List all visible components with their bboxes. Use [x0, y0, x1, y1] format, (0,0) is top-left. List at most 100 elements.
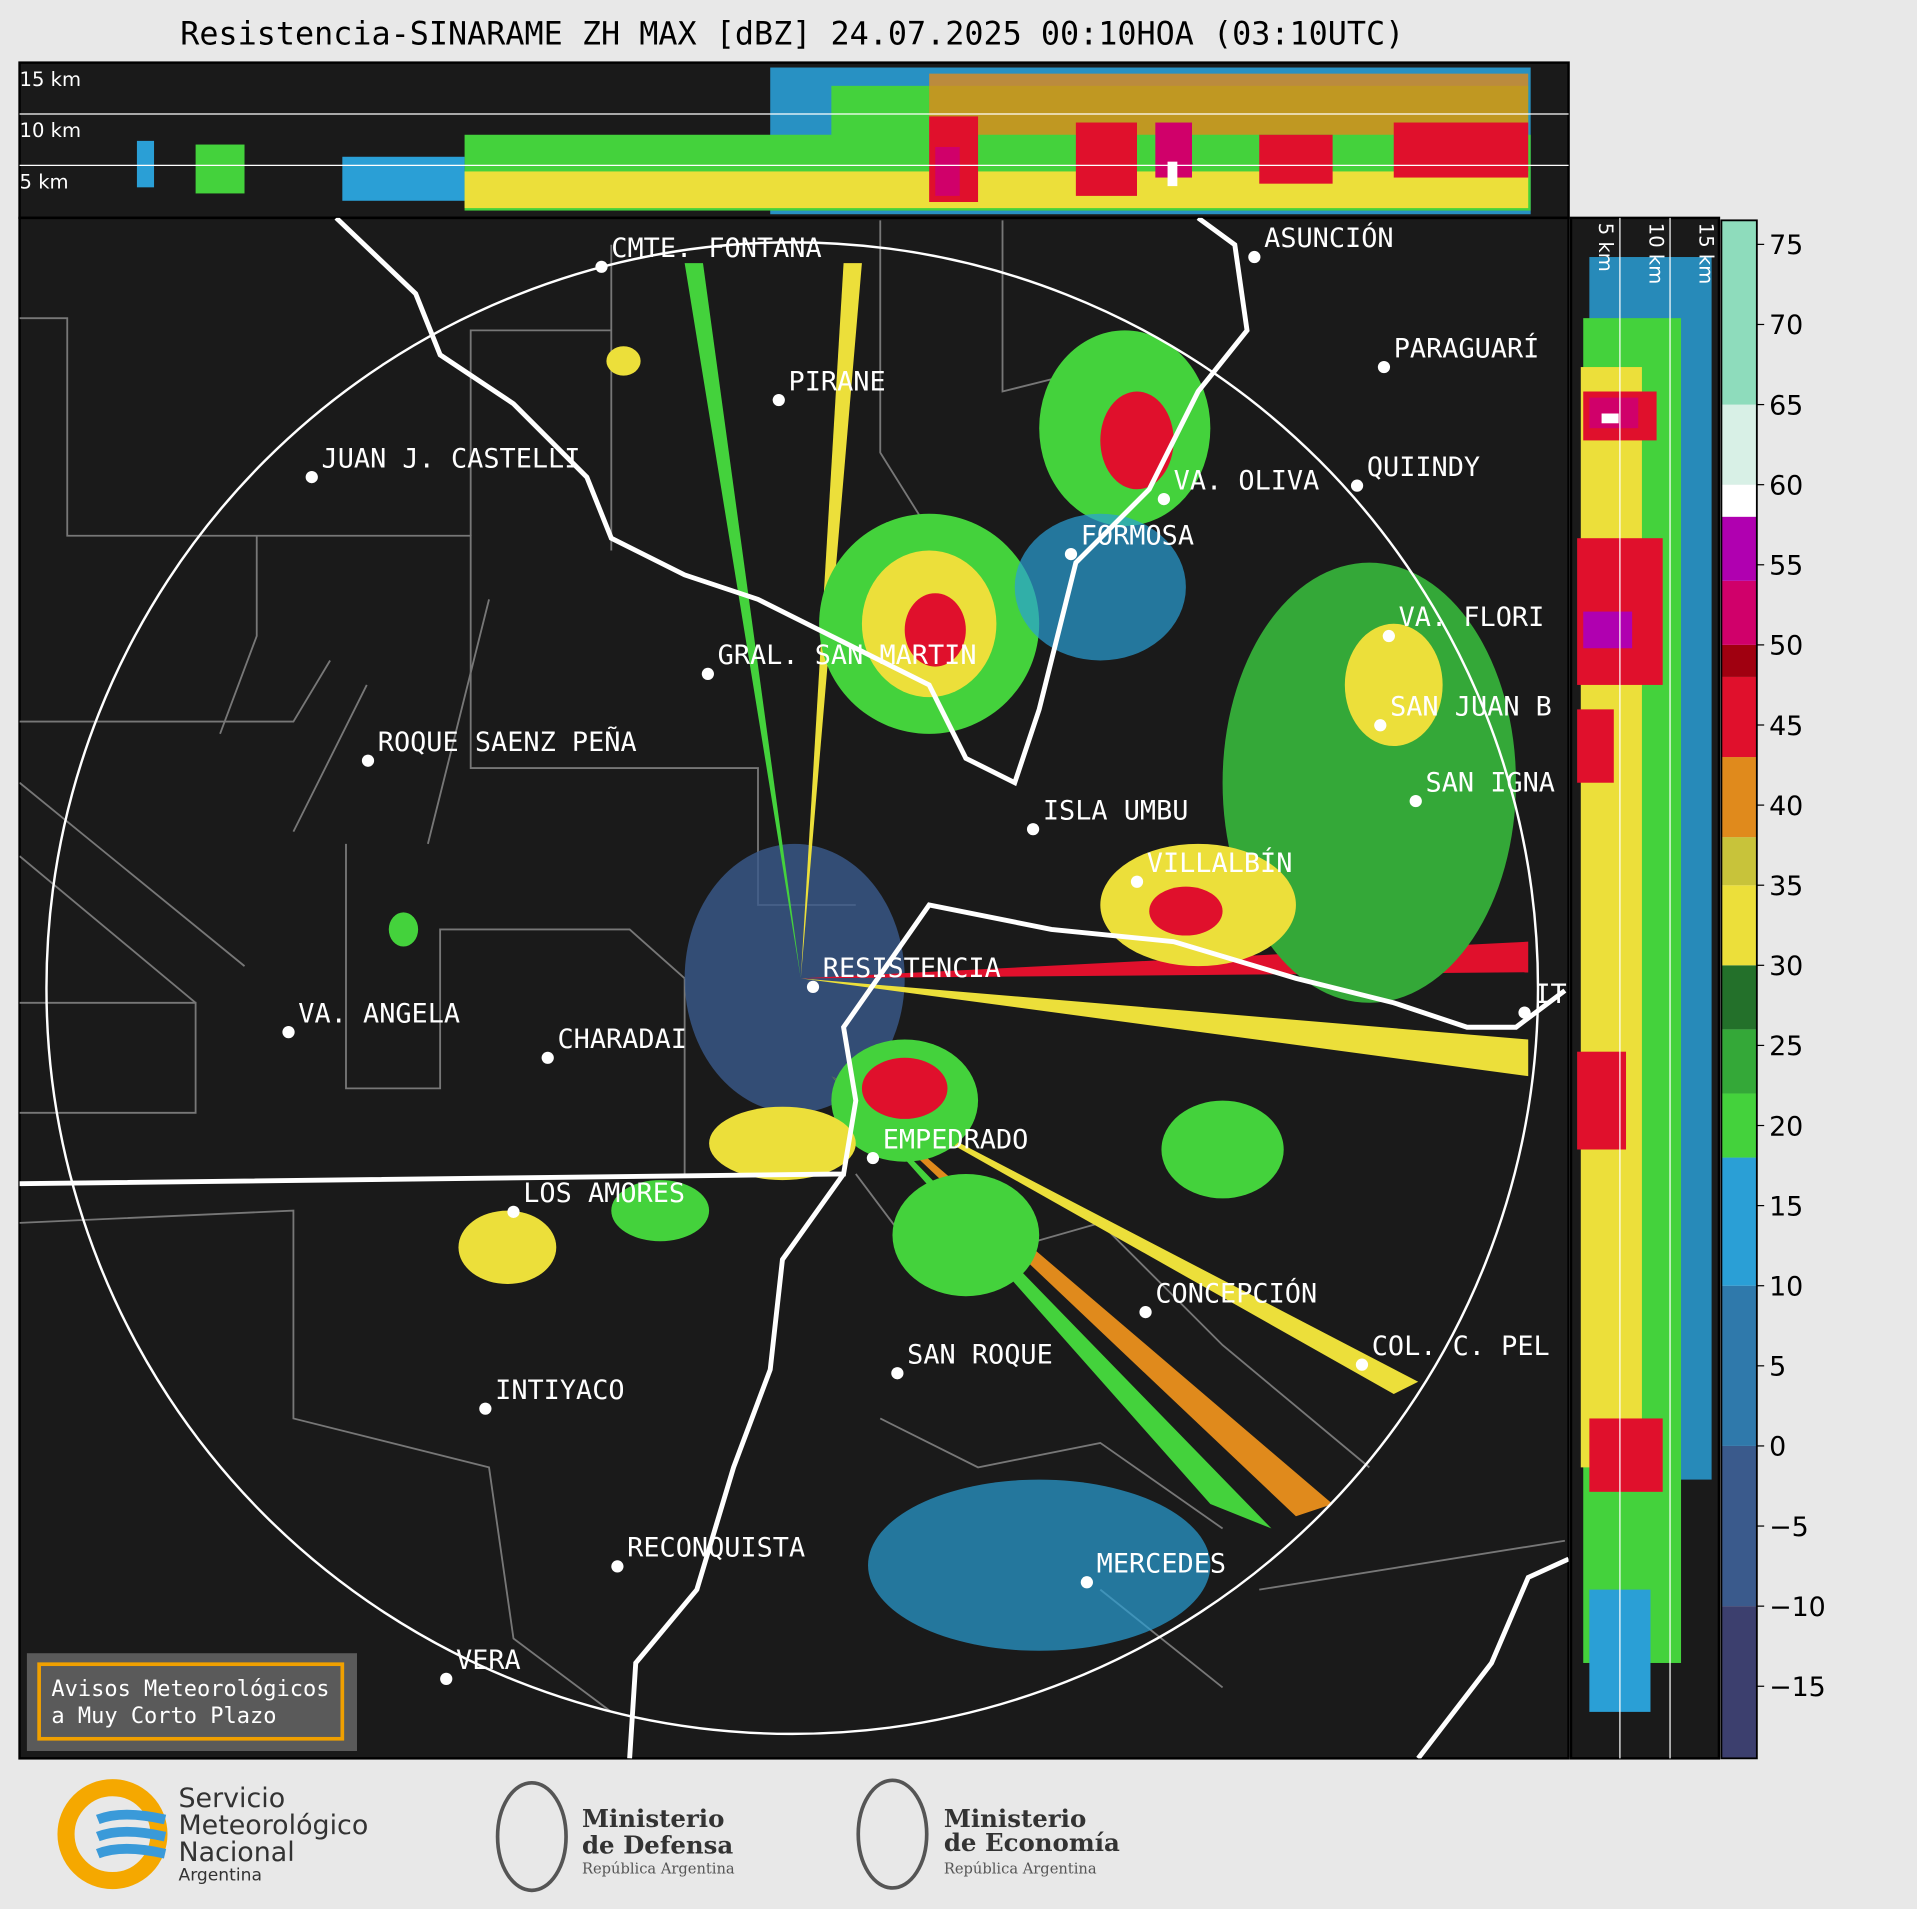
city-dot [1374, 719, 1387, 732]
logo-text: Meteorológico [178, 1810, 368, 1841]
colorbar-band [1721, 516, 1757, 581]
colorbar-tick-label: 30 [1769, 951, 1803, 982]
logo-text: Ministerio [582, 1804, 724, 1833]
logo-text: Ministerio [944, 1804, 1086, 1833]
city-dot [701, 667, 714, 681]
city-label: ROQUE SAENZ PEÑA [378, 726, 637, 758]
smn-logo [57, 1779, 168, 1890]
city-dot [1248, 250, 1261, 264]
colorbar-band [1721, 1093, 1757, 1158]
logo-text: Argentina [178, 1866, 261, 1886]
city-label: PIRANE [789, 366, 886, 397]
city-label: VERA [456, 1645, 521, 1676]
cities: CMTE. FONTANA PIRANE JUAN J. CASTELLI ASUNC… [282, 222, 1567, 1685]
city-dot [541, 1051, 554, 1064]
city-label: CONCEPCIÓN [1155, 1277, 1317, 1309]
colorbar-band [1721, 1157, 1757, 1286]
logo-text: de Defensa [582, 1831, 733, 1860]
colorbar-tick-label: 75 [1769, 230, 1803, 261]
city-label: INTIYACO [495, 1375, 624, 1406]
colorbar-frame [1720, 219, 1758, 1760]
height-label: 10 km [20, 119, 81, 142]
colorbar-band [1721, 1285, 1757, 1446]
colorbar-band [1721, 484, 1757, 517]
colorbar-tick-label: 5 [1769, 1352, 1786, 1383]
city-label: FORMOSA [1081, 520, 1194, 551]
height-label: 5 km [1594, 223, 1617, 272]
city-dot [1518, 1006, 1531, 1019]
city-label: VA. FLORI [1399, 602, 1545, 633]
city-label: SAN IGNA [1426, 767, 1555, 798]
right-echoes [1577, 257, 1712, 1712]
colorbar-band [1721, 1029, 1757, 1094]
colorbar-tick-label: 55 [1769, 551, 1803, 582]
city-label: RECONQUISTA [627, 1533, 805, 1564]
colorbar-tick-label: 20 [1769, 1111, 1803, 1142]
range-ring [45, 241, 1540, 1736]
city-dot [1064, 547, 1078, 561]
city-dot [1130, 875, 1144, 888]
city-label: VILLALBÍN [1147, 847, 1293, 879]
city-label: IT [1534, 979, 1566, 1010]
colorbar-tick-label: −15 [1769, 1672, 1826, 1703]
city-dot [1377, 360, 1391, 374]
top-echoes [136, 67, 1531, 215]
city-label: JUAN J. CASTELLI [322, 443, 581, 474]
city-label: EMPEDRADO [883, 1124, 1029, 1155]
city-label: ISLA UMBU [1043, 795, 1189, 826]
height-label: 10 km [1644, 223, 1667, 284]
colorbar-band [1721, 220, 1757, 405]
city-label: LOS AMORES [523, 1178, 685, 1209]
logo-text: Servicio [178, 1783, 285, 1814]
height-label: 15 km [20, 68, 81, 91]
colorbar-tick-label: 65 [1769, 390, 1803, 421]
city-label: QUIINDY [1367, 452, 1480, 483]
colorbar-tick-label: −5 [1769, 1512, 1809, 1543]
city-label: VA. ANGELA [298, 998, 460, 1029]
city-dot [1080, 1576, 1093, 1589]
city-dot [1350, 479, 1364, 492]
city-label: CMTE. FONTANA [611, 233, 821, 264]
city-dot [1355, 1358, 1369, 1371]
colorbar-tick-label: 25 [1769, 1031, 1803, 1062]
city-dot [1157, 492, 1171, 506]
city-label: CHARADAI [557, 1024, 686, 1055]
colorbar-tick-label: −10 [1769, 1592, 1826, 1623]
city-dot [866, 1151, 880, 1165]
city-label: RESISTENCIA [823, 953, 1001, 984]
colorbar-band [1721, 580, 1757, 645]
height-label: 5 km [20, 171, 69, 194]
city-label: VA. OLIVA [1174, 465, 1320, 496]
coat-of-arms [495, 1780, 568, 1893]
city-label: SAN JUAN B [1390, 691, 1552, 722]
city-dot [361, 754, 375, 767]
city-dot [1139, 1305, 1152, 1319]
colorbar-band [1721, 757, 1757, 838]
city-dot [1026, 823, 1040, 836]
logo-text: República Argentina [582, 1860, 735, 1877]
colorbar-tick-label: 60 [1769, 470, 1803, 501]
city-dot [772, 393, 785, 407]
logo-text: República Argentina [944, 1860, 1097, 1877]
logo-text: Nacional [178, 1837, 294, 1868]
coat-of-arms [856, 1778, 929, 1890]
rivers [19, 217, 1569, 1759]
colorbar-tick-label: 50 [1769, 631, 1803, 662]
city-dot [806, 980, 820, 994]
city-dot [1382, 629, 1395, 643]
city-dot [440, 1672, 453, 1685]
city-dot [507, 1205, 520, 1218]
colorbar-tick-label: 10 [1769, 1272, 1803, 1303]
colorbar-band [1721, 885, 1757, 966]
city-label: PARAGUARÍ [1394, 332, 1540, 364]
city-dot [305, 470, 318, 484]
warning-text: a Muy Corto Plazo [51, 1704, 276, 1729]
city-label: GRAL. SAN MARTIN [718, 640, 977, 671]
colorbar-band [1721, 644, 1757, 677]
city-label: MERCEDES [1097, 1549, 1226, 1580]
logo-text: de Economía [944, 1828, 1120, 1857]
colorbar-band [1721, 676, 1757, 758]
